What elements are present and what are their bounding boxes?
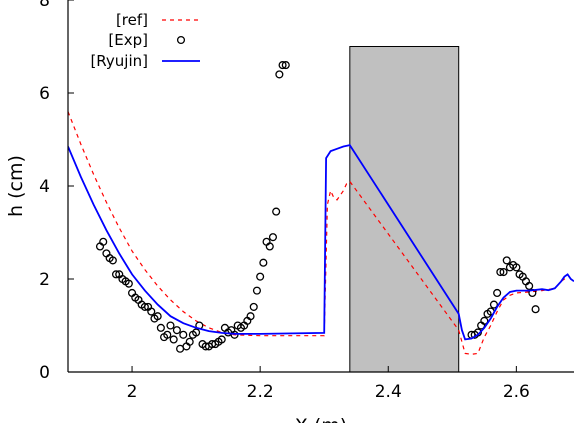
exp-data-point (217, 335, 226, 344)
series-ryujin-line (68, 144, 574, 341)
exp-data-point (268, 233, 278, 242)
exp-data-point (480, 316, 489, 325)
legend-marker (176, 35, 186, 45)
exp-data-point (111, 270, 121, 279)
series-exp-markers (95, 61, 540, 353)
y-axis-label: h (cm) (5, 155, 27, 217)
exp-data-point (281, 61, 290, 70)
exp-data-point (265, 242, 274, 251)
exp-data-point (166, 321, 175, 330)
exp-data-point (179, 330, 188, 339)
exp-data-point (147, 307, 156, 316)
exp-data-point (172, 326, 181, 335)
exp-data-point (185, 337, 194, 346)
x-tick-label: 2.6 (503, 382, 530, 402)
exp-data-point (140, 302, 149, 311)
obstacle-block (349, 46, 460, 373)
x-axis-label: X (m) (295, 415, 347, 423)
legend: [ref] [Exp] [Ryujin] (90, 11, 200, 70)
exp-data-point (496, 267, 505, 277)
exp-data-point (259, 258, 268, 267)
legend-label: [Ryujin] (90, 52, 148, 70)
exp-data-point (192, 328, 201, 337)
exp-data-point (246, 312, 255, 321)
exp-data-point (272, 207, 281, 216)
x-tick-label: 2.2 (247, 382, 274, 402)
exp-data-point (489, 300, 498, 309)
exp-data-point (99, 237, 108, 246)
exp-data-point (108, 256, 117, 265)
exp-data-point (525, 281, 534, 291)
exp-data-point (493, 288, 502, 298)
tick-labels: 2 2.2 2.4 2.6 0 2 4 6 8 (39, 0, 530, 402)
exp-data-point (163, 330, 172, 339)
x-tick-label: 2 (127, 382, 138, 402)
x-tick-label: 2.4 (375, 382, 402, 402)
exp-data-point (153, 312, 162, 321)
y-tick-label: 0 (39, 363, 50, 383)
exp-data-point (502, 256, 511, 265)
exp-data-point (169, 335, 178, 344)
exp-data-point (252, 286, 261, 295)
exp-data-point (124, 279, 133, 288)
exp-data-point (275, 70, 284, 79)
exp-data-point (278, 61, 287, 70)
exp-data-point (249, 302, 258, 311)
exp-data-point (499, 267, 508, 277)
series-layer (68, 61, 574, 355)
obstacle-layer (349, 46, 460, 373)
exp-data-point (156, 323, 165, 332)
series-ref-line (68, 111, 568, 355)
exp-data-point (512, 263, 521, 272)
y-tick-label: 6 (39, 84, 50, 104)
exp-data-point (473, 328, 482, 337)
y-tick-label: 8 (39, 0, 50, 11)
y-tick-label: 2 (39, 270, 50, 290)
legend-label: [ref] (116, 11, 148, 29)
exp-data-point (531, 305, 540, 314)
y-tick-label: 4 (39, 177, 50, 197)
exp-data-point (256, 272, 265, 281)
legend-label: [Exp] (108, 31, 148, 49)
